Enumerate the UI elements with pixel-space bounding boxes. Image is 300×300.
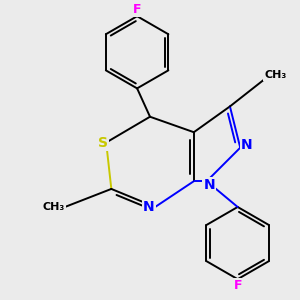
Text: F: F [233, 279, 242, 292]
Text: F: F [133, 3, 141, 16]
Text: CH₃: CH₃ [42, 202, 65, 212]
Text: S: S [98, 136, 108, 149]
Text: N: N [241, 138, 252, 152]
Text: N: N [203, 178, 215, 192]
Text: CH₃: CH₃ [264, 70, 286, 80]
Text: N: N [143, 200, 155, 214]
